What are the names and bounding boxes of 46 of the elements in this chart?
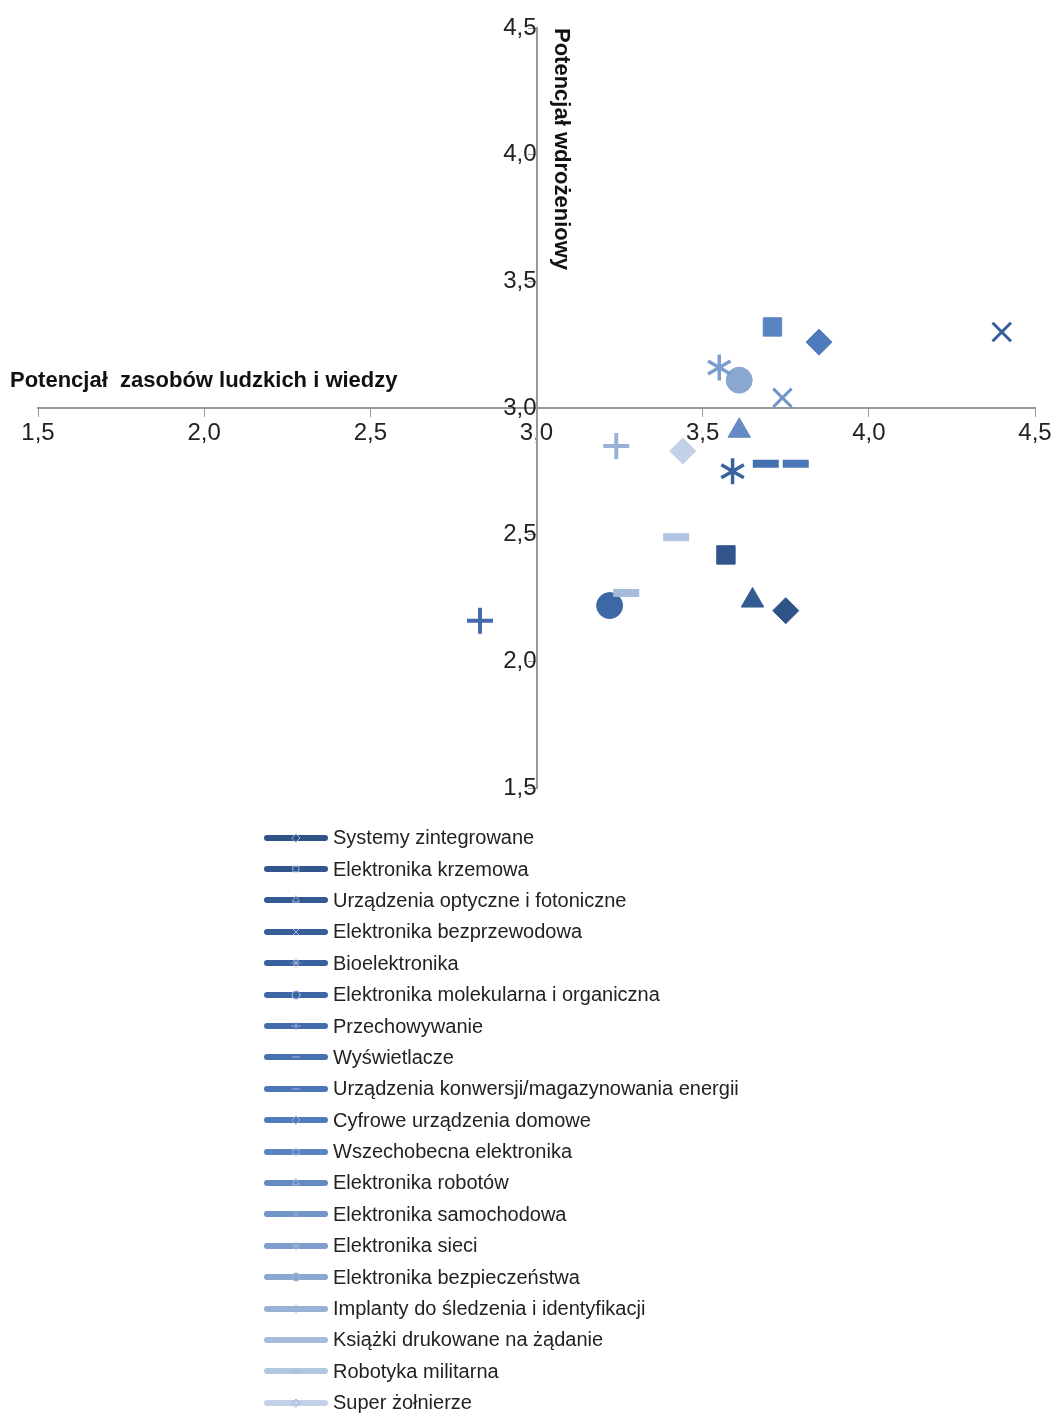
x-tick-label: 2,0 — [187, 418, 221, 446]
y-axis-title: Potencjał wdrożeniowy — [550, 28, 576, 271]
legend-label: Przechowywanie — [333, 1014, 484, 1038]
point — [805, 328, 833, 356]
legend-label: Bioelektronika — [333, 951, 459, 975]
legend-label: Elektronika sieci — [333, 1234, 478, 1258]
legend-label: Wyświetlacze — [333, 1045, 454, 1069]
point — [467, 607, 493, 634]
x-tick-label: 3,5 — [685, 418, 720, 446]
legend-label: Urządzenia optyczne i fotoniczne — [333, 888, 627, 912]
legend-label: Elektronika robotów — [333, 1171, 509, 1195]
y-tick-label: 4,5 — [503, 12, 537, 40]
legend-label: Wszechobecna elektronika — [333, 1140, 573, 1164]
legend-label: Elektronika bezprzewodowa — [333, 920, 583, 944]
legend-label: Elektronika molekularna i organiczna — [333, 983, 660, 1007]
point — [771, 387, 794, 409]
y-tick-label: 3,5 — [503, 265, 537, 293]
legend-label: Elektronika bezpieczeństwa — [333, 1265, 580, 1289]
y-tick-label: 4,0 — [503, 139, 537, 167]
y-tick-label: 2,5 — [503, 519, 537, 547]
legend-label: Implanty do śledzenia i identyfikacji — [333, 1297, 646, 1321]
point — [720, 458, 745, 485]
legend-label: Elektronika krzemowa — [333, 857, 529, 881]
point — [596, 592, 624, 620]
x-axis-title: Potencjał zasobów ludzkich i wiedzy — [10, 367, 399, 393]
y-tick-label: 1,5 — [503, 772, 537, 800]
point — [762, 317, 783, 337]
point — [603, 433, 630, 459]
point — [725, 366, 753, 394]
legend-label: Urządzenia konwersji/magazynowania energii — [333, 1077, 739, 1101]
point — [707, 354, 732, 381]
y-tick-label: 2,0 — [503, 645, 537, 673]
legend-label: Elektronika samochodowa — [333, 1202, 567, 1226]
point — [991, 321, 1013, 343]
legend-label: Systemy zintegrowane — [333, 826, 535, 850]
legend-label: Super żołnierze — [333, 1391, 472, 1415]
legend-label: Robotyka militarna — [333, 1359, 499, 1383]
point — [772, 597, 800, 625]
legend-label: Książki drukowane na żądanie — [333, 1328, 604, 1352]
y-tick-label: 3,0 — [503, 392, 537, 420]
legend-label: Cyfrowe urządzenia domowe — [333, 1108, 591, 1132]
x-tick-label: 4,5 — [1018, 418, 1052, 446]
point — [716, 545, 736, 565]
x-tick-label: 4,0 — [852, 418, 886, 446]
x-tick-label: 2,5 — [353, 418, 388, 446]
x-tick-label: 1,5 — [21, 418, 55, 446]
